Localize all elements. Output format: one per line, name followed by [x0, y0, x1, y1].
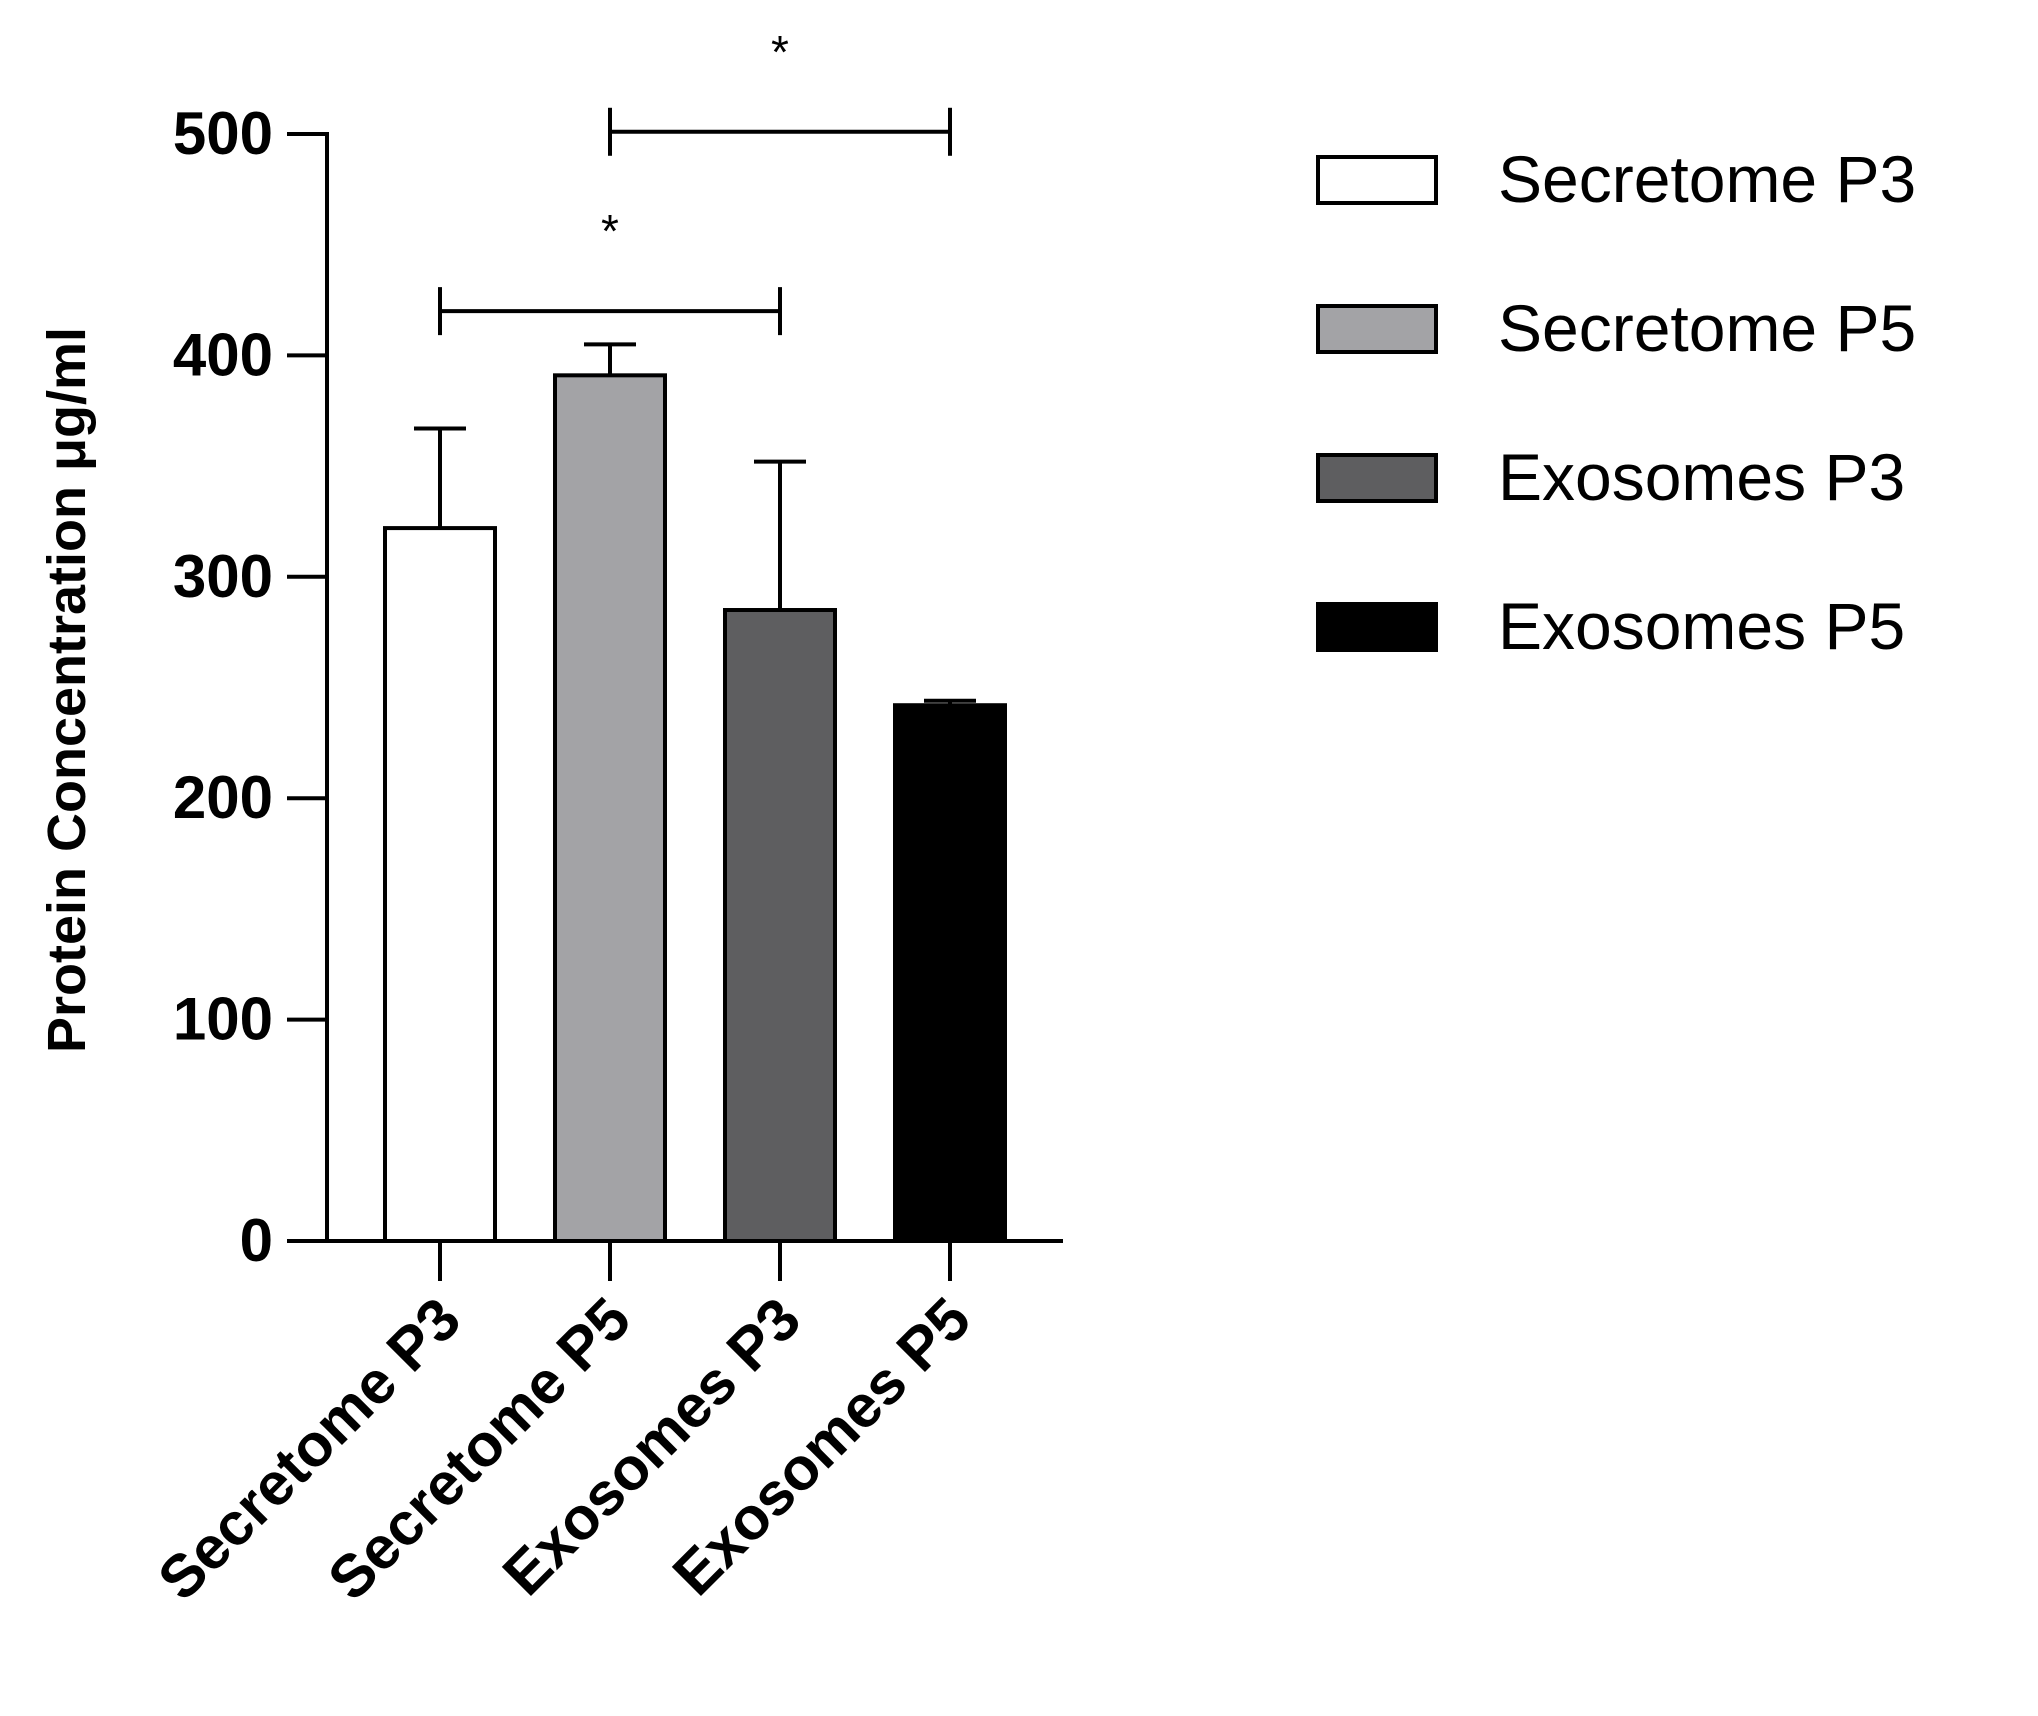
y-tick-label: 200: [173, 764, 273, 831]
bar: [553, 373, 667, 1243]
legend-swatch: [1316, 602, 1438, 652]
bar: [893, 703, 1007, 1243]
significance-brackets: **: [438, 26, 952, 336]
y-tick-label: 100: [173, 986, 273, 1053]
legend: Secretome P3 Secretome P5 Exosomes P3 Exoso…: [1316, 142, 1916, 663]
significance-star: *: [771, 26, 789, 78]
y-tick-label: 300: [173, 543, 273, 610]
legend-swatch: [1316, 453, 1438, 503]
legend-label: Exosomes P5: [1498, 589, 1905, 663]
y-axis-label: Protein Concentration μg/ml: [37, 327, 97, 1053]
legend-swatch: [1316, 155, 1438, 205]
y-tick-label: 400: [173, 321, 273, 388]
x-tick-label: Secretome P5: [315, 1285, 643, 1613]
significance-star: *: [601, 205, 619, 257]
y-tick-label: 0: [240, 1207, 273, 1274]
bar: [723, 608, 837, 1243]
legend-swatch: [1316, 304, 1438, 354]
y-tick-label: 500: [173, 100, 273, 167]
legend-label: Exosomes P3: [1498, 440, 1905, 514]
bars: [383, 373, 1007, 1243]
legend-label: Secretome P3: [1498, 142, 1916, 216]
x-tick-label: Exosomes P3: [490, 1285, 813, 1608]
error-bars: [414, 342, 976, 706]
legend-label: Secretome P5: [1498, 291, 1916, 365]
axes: 0 100 200 300 400 500: [173, 100, 1063, 1281]
bar: [383, 526, 497, 1243]
x-tick-label: Exosomes P5: [660, 1285, 983, 1608]
x-tick-label: Secretome P3: [145, 1285, 473, 1613]
